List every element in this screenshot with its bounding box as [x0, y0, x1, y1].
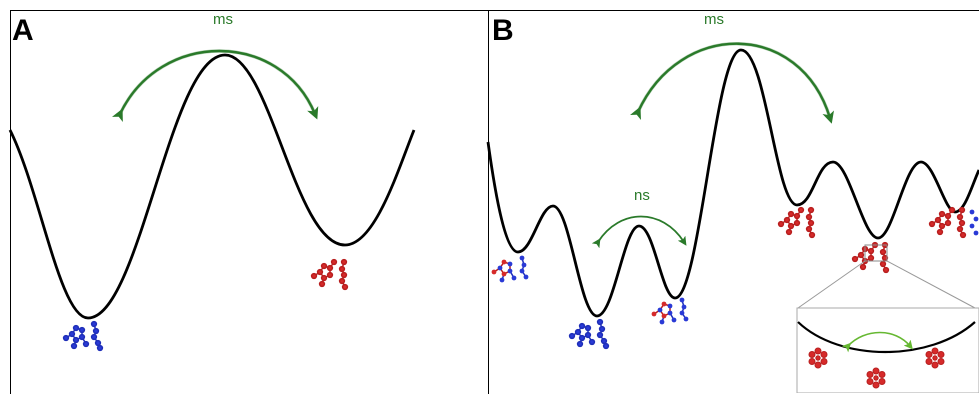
panel-b-energy-curve: [486, 48, 979, 318]
panel-b-ns-arrow: [591, 215, 687, 249]
inset-ps-ns-arrow: [841, 331, 913, 353]
panel-b-red-molecule-3: [928, 206, 967, 239]
panel-a-frame: [10, 10, 489, 394]
panel-a-red-molecule: [310, 258, 349, 291]
panel-b-mixed-molecule: [490, 254, 530, 284]
panel-a-ms-label: ms: [213, 11, 233, 28]
panel-b-frame: [488, 10, 979, 394]
panel-b-edge-blue-molecule: [969, 209, 979, 236]
panel-b-label: B: [492, 14, 514, 47]
panel-b-red-molecule-1: [777, 206, 816, 239]
panel-b-ms-label: ms: [704, 11, 724, 28]
panel-b-blue-molecule: [568, 318, 610, 350]
inset-box: [796, 307, 979, 393]
panel-a-ms-arrow: [111, 49, 319, 123]
panel-b-mixed-molecule-2: [650, 296, 690, 326]
zoom-marker: [864, 244, 888, 262]
panel-a-blue-molecule: [62, 320, 104, 352]
panel-a-label: A: [12, 14, 34, 47]
panel-b-red-molecule-2: [851, 241, 890, 274]
panel-b-ms-arrow: [630, 42, 834, 124]
panel-b-ns-label: ns: [634, 187, 650, 204]
panel-a-energy-curve: [8, 53, 416, 320]
